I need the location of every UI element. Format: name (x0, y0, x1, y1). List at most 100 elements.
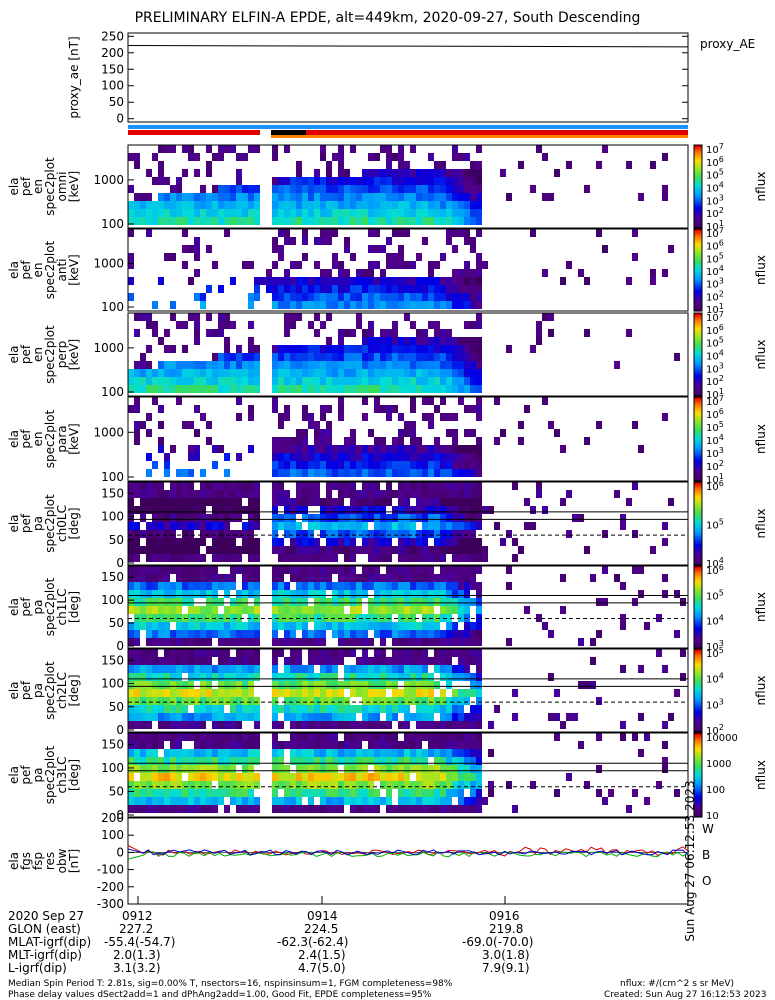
spectrogram-cell (158, 405, 164, 413)
spectrogram-cell (440, 201, 446, 209)
colorbar-segment (694, 498, 702, 502)
spectrogram-cell (158, 385, 164, 393)
spectrogram-cell (284, 345, 290, 353)
spectrogram-cell (314, 765, 320, 773)
spectrogram-cell (242, 566, 248, 574)
spectrogram-cell (422, 582, 428, 590)
colorbar-segment (694, 155, 702, 159)
spectrogram-cell (170, 649, 176, 657)
spectrogram-cell (362, 453, 368, 461)
spectrogram-cell (272, 461, 278, 469)
panel-ylabel-line: pef (19, 680, 33, 700)
spectrogram-cell (164, 574, 170, 582)
spectrogram-cell (344, 201, 350, 209)
spectrogram-cell (380, 797, 386, 805)
spectrogram-cell (386, 329, 392, 337)
colorbar-segment (694, 280, 702, 283)
spectrogram-cell (458, 177, 464, 185)
spectrogram-cell (374, 649, 380, 657)
spectrogram-cell (476, 377, 482, 385)
spectrogram-cell (422, 606, 428, 614)
spectrogram-cell (224, 201, 230, 209)
spectrogram-cell (278, 622, 284, 630)
spectrogram-cell (134, 681, 140, 689)
spectrogram-cell (296, 721, 302, 729)
spectrogram-cell (218, 721, 224, 729)
spectrogram-cell (470, 598, 476, 606)
spectrogram-cell (458, 649, 464, 657)
spectrogram-cell (320, 153, 326, 161)
spectrogram-cell (446, 649, 452, 657)
spectrogram-cell (152, 582, 158, 590)
spectrogram-cell (164, 797, 170, 805)
spectrogram-cell (194, 657, 200, 665)
spectrogram-cell (296, 313, 302, 321)
spectrogram-cell (176, 773, 182, 781)
spectrogram-cell (374, 506, 380, 514)
spectrogram-cell (230, 582, 236, 590)
colorbar-segment (694, 329, 702, 333)
spectrogram-cell (470, 749, 476, 757)
spectrogram-cell (398, 153, 404, 161)
spectrogram-cell (194, 169, 200, 177)
spectrogram-cell (170, 590, 176, 598)
spectrogram-cell (248, 733, 254, 741)
spectrogram-cell (182, 566, 188, 574)
spectrogram-cell (164, 733, 170, 741)
spectrogram-cell (350, 638, 356, 646)
colorbar-segment (694, 385, 702, 389)
spectrogram-cell (656, 649, 662, 657)
spectrogram-cell (548, 313, 554, 321)
spectrogram-cell (338, 649, 344, 657)
spectrogram-cell (482, 506, 488, 514)
colorbar-segment (694, 393, 702, 397)
spectrogram-cell (134, 606, 140, 614)
spectrogram-cell (164, 514, 170, 522)
colorbar-segment (694, 653, 702, 656)
spectrogram-cell (512, 482, 518, 490)
spectrogram-cell (458, 590, 464, 598)
spectrogram-cell (446, 781, 452, 789)
spectrogram-cell (308, 797, 314, 805)
spectrogram-cell (398, 185, 404, 193)
spectrogram-cell (230, 773, 236, 781)
spectrogram-cell (128, 713, 134, 721)
spectrogram-cell (236, 665, 242, 673)
spectrogram-cell (404, 217, 410, 225)
spectrogram-cell (128, 405, 134, 413)
colorbar-segment (694, 688, 702, 692)
spectrogram-cell (446, 193, 452, 201)
spectrogram-cell (194, 253, 200, 261)
spectrogram-cell (476, 353, 482, 361)
spectrogram-cell (326, 614, 332, 622)
spectrogram-cell (206, 201, 212, 209)
spectrogram-cell (290, 590, 296, 598)
spectrogram-cell (410, 649, 416, 657)
spectrogram-cell (176, 217, 182, 225)
spectrogram-cell (476, 337, 482, 345)
x-val-2-2: -69.0(-70.0) (462, 935, 534, 949)
spectrogram-cell (134, 161, 140, 169)
spectrogram-cell (428, 781, 434, 789)
spectrogram-cell (362, 277, 368, 285)
spectrogram-cell (326, 665, 332, 673)
colorbar-segment (694, 453, 702, 457)
spectrogram-cell (272, 765, 278, 773)
spectrogram-cell (230, 217, 236, 225)
spectrogram-cell (440, 697, 446, 705)
colorbar-segment (694, 420, 702, 423)
spectrogram-cell (278, 514, 284, 522)
spectrogram-cell (338, 445, 344, 453)
spectrogram-cell (452, 453, 458, 461)
spectrogram-frame (127, 648, 689, 733)
spectrogram-cell (146, 490, 152, 498)
spectrogram-cell (158, 590, 164, 598)
spectrogram-cell (356, 490, 362, 498)
spectrogram-cell (428, 689, 434, 697)
spectrogram-cell (272, 445, 278, 453)
spectrogram-cell (218, 638, 224, 646)
spectrogram-cell (368, 482, 374, 490)
panel-ylabel-line: ela (7, 514, 21, 532)
colorbar-segment (694, 760, 702, 763)
spectrogram-cell (458, 337, 464, 345)
